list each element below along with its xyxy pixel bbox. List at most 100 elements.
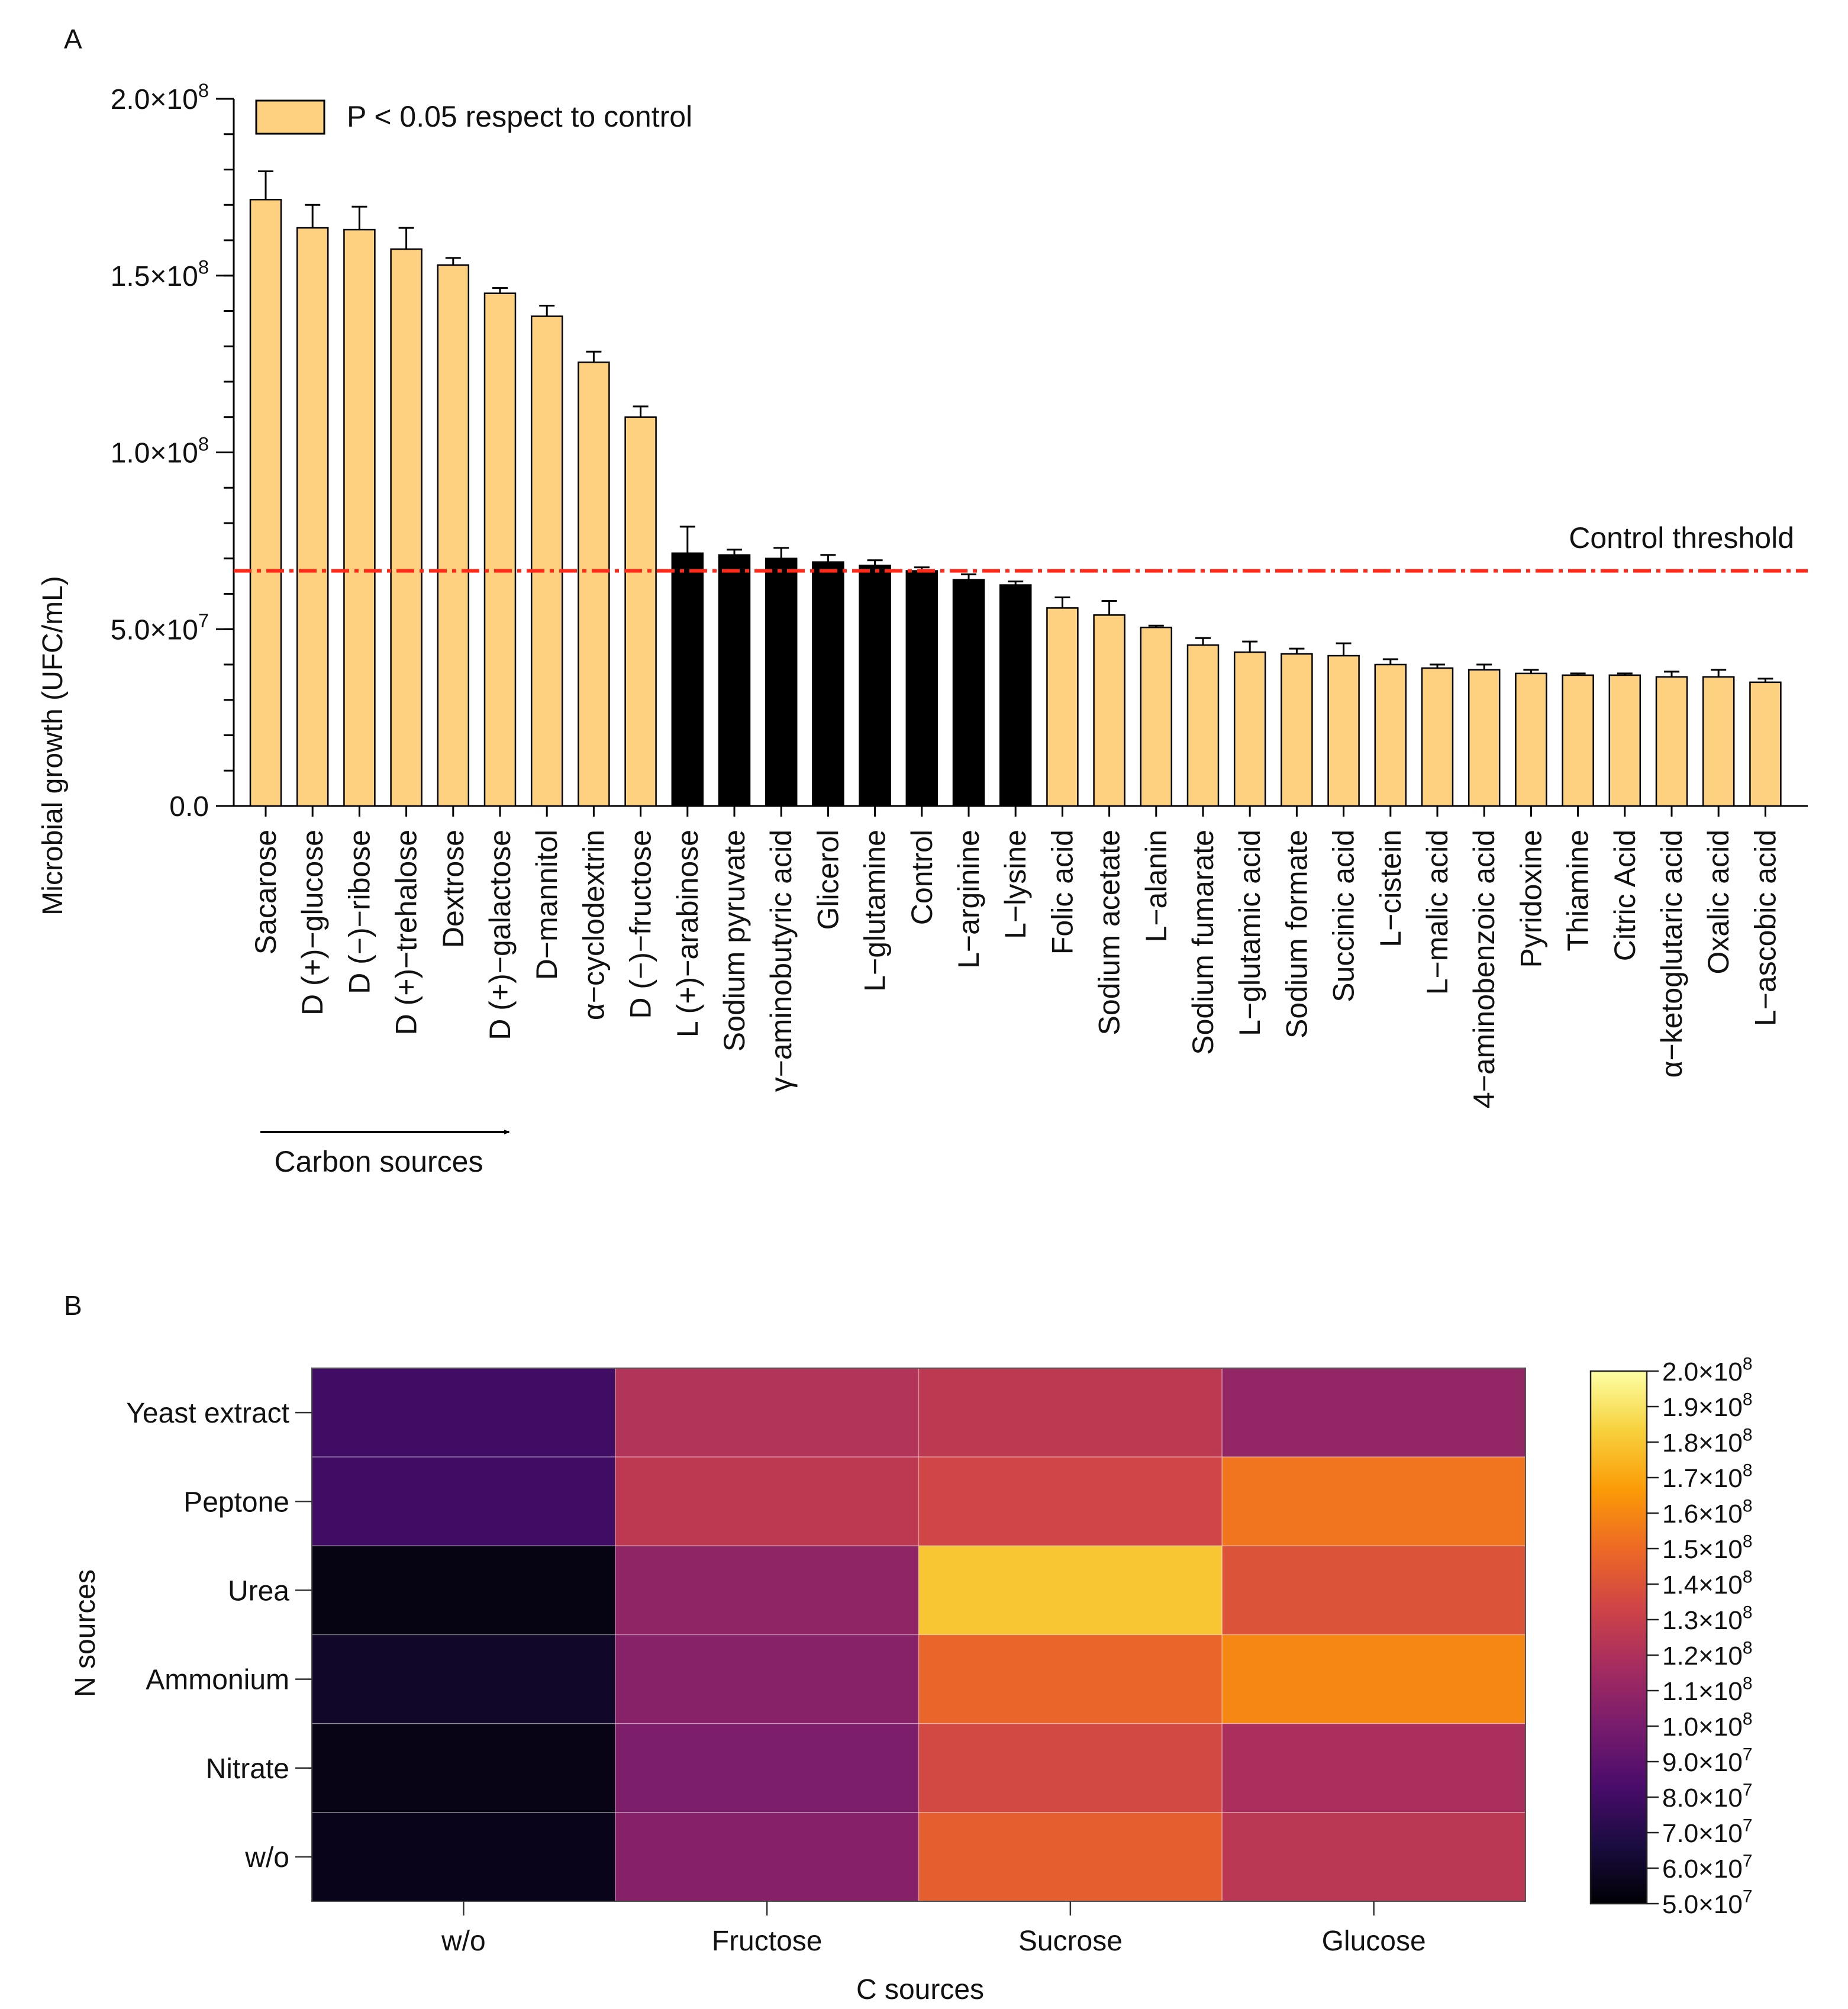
colorbar-tick-label: 1.4×108 xyxy=(1662,1568,1752,1600)
bar xyxy=(1233,651,1266,807)
heatmap-x-label: Sucrose xyxy=(1018,1926,1123,1957)
bar xyxy=(1749,681,1782,807)
x-tick-label: L−glutamic acid xyxy=(1233,830,1266,1036)
x-tick-label: D (+)−galactose xyxy=(483,830,517,1040)
x-tick-label: Sodium pyruvate xyxy=(718,830,751,1052)
colorbar-tick-label: 1.2×108 xyxy=(1662,1639,1752,1671)
x-tick-label: Citric Acid xyxy=(1608,830,1641,961)
x-tick-label: Glicerol xyxy=(811,830,844,930)
bar xyxy=(249,199,282,807)
legend-swatch xyxy=(255,99,325,135)
x-tick-label: Folic acid xyxy=(1046,830,1079,954)
colorbar-tick-label: 1.5×108 xyxy=(1662,1532,1752,1564)
x-tick-label: γ−aminobutyric acid xyxy=(765,830,798,1092)
threshold-label: Control threshold xyxy=(1569,521,1794,554)
y-tick-label: 1.0×108 xyxy=(111,433,209,469)
colorbar-gradient xyxy=(1589,1370,1648,1905)
x-tick-label: D−mannitol xyxy=(530,830,563,980)
x-tick-label: L (+)−arabinose xyxy=(671,830,704,1037)
bar xyxy=(1093,614,1125,807)
colorbar-tick-label: 9.0×107 xyxy=(1662,1745,1752,1777)
bar xyxy=(671,552,704,807)
colorbar-tick-label: 1.3×108 xyxy=(1662,1603,1752,1635)
bar xyxy=(1608,674,1641,807)
x-tick-label: Sodium fumarate xyxy=(1186,830,1220,1055)
heatmap-x-label: Fructose xyxy=(712,1926,823,1957)
bar xyxy=(812,561,844,807)
bar xyxy=(859,565,891,807)
heatmap-y-label: Urea xyxy=(228,1575,289,1607)
x-axis-labels: Sacarose D (+)−glucose D (−)−ribose D (+)−t… xyxy=(249,806,1782,1108)
y-tick-label: 2.0×108 xyxy=(111,79,209,115)
heatmap-y-label: Nitrate xyxy=(206,1753,289,1785)
heatmap-cell xyxy=(615,1368,920,1457)
x-tick-label: Oxalic acid xyxy=(1702,830,1735,975)
heatmap-y-label: Ammonium xyxy=(146,1665,289,1696)
bar xyxy=(1281,653,1313,807)
bar xyxy=(1374,663,1407,807)
x-tick-label: L−ascobic acid xyxy=(1749,830,1782,1026)
bar xyxy=(1468,669,1501,807)
x-tick-label: D (−)−fructose xyxy=(624,830,657,1019)
panel-a-label: A xyxy=(64,24,82,54)
x-tick-label: Dextrose xyxy=(437,830,470,948)
heatmap-x-label: w/o xyxy=(441,1926,486,1957)
bar xyxy=(952,579,985,807)
heatmap-y-label: Peptone xyxy=(183,1486,289,1518)
heatmap-cell xyxy=(615,1545,920,1636)
bar xyxy=(483,292,517,807)
heatmap-cell xyxy=(918,1634,1223,1724)
colorbar-tick-label: 8.0×107 xyxy=(1662,1781,1752,1813)
bar xyxy=(1655,676,1688,807)
x-tick-label: Control xyxy=(905,830,938,925)
bar xyxy=(765,557,798,807)
bar xyxy=(1046,607,1079,807)
heatmap-y-label: w/o xyxy=(244,1842,289,1873)
panel-b-label: B xyxy=(64,1290,82,1321)
bars xyxy=(234,170,1808,807)
bar xyxy=(1140,627,1173,807)
bar xyxy=(1515,672,1547,807)
heatmap-cell xyxy=(311,1545,616,1636)
bar xyxy=(1421,667,1454,807)
heatmap-y-label: Yeast extract xyxy=(126,1398,289,1429)
legend-label: P < 0.05 respect to control xyxy=(347,100,692,133)
x-tick-label: Sodium formate xyxy=(1280,830,1313,1039)
heatmap-cell xyxy=(1221,1368,1526,1457)
heatmap-cell xyxy=(615,1634,920,1724)
colorbar-tick-label: 1.8×108 xyxy=(1662,1426,1752,1457)
x-tick-label: L−lysine xyxy=(999,830,1032,939)
heatmap-cell xyxy=(615,1456,920,1547)
heatmap-cell xyxy=(918,1456,1223,1547)
colorbar-tick-label: 5.0×107 xyxy=(1662,1887,1752,1919)
bar xyxy=(578,361,610,807)
y-tick-label: 5.0×107 xyxy=(111,610,209,646)
colorbar-tick-label: 2.0×108 xyxy=(1662,1355,1752,1386)
heatmap-axes: Yeast extract Peptone Urea Ammonium Nitrate w… xyxy=(126,1398,1425,1957)
bar xyxy=(718,554,751,807)
colorbar-tick-label: 1.0×108 xyxy=(1662,1710,1752,1742)
heatmap-cell xyxy=(615,1812,920,1902)
colorbar-tick-label: 1.6×108 xyxy=(1662,1497,1752,1528)
x-tick-label: α−ketoglutaric acid xyxy=(1655,830,1688,1078)
x-tick-label: Sacarose xyxy=(249,830,282,954)
heatmap-x-title: C sources xyxy=(856,1974,984,2005)
x-tick-label: L−cistein xyxy=(1374,830,1407,947)
x-tick-label: α−cyclodextrin xyxy=(577,830,610,1020)
x-tick-label: 4−aminobenzoic acid xyxy=(1468,830,1501,1108)
bar xyxy=(1562,674,1594,807)
y-tick-label: 1.5×108 xyxy=(111,256,209,292)
colorbar: 2.0×108 1.9×108 1.8×108 1.7×108 1.6×108 1.5×1… xyxy=(1589,1355,1752,1919)
x-tick-label: Pyridoxine xyxy=(1514,830,1547,968)
bar xyxy=(624,416,657,807)
bar xyxy=(1702,676,1735,807)
heatmap-cell xyxy=(311,1456,616,1547)
bar xyxy=(999,584,1032,807)
heatmap-cell xyxy=(1221,1545,1526,1636)
heatmap-cell xyxy=(1221,1456,1526,1547)
heatmap-y-title: N sources xyxy=(70,1569,101,1697)
x-tick-label: D (−)−ribose xyxy=(343,830,376,994)
bar xyxy=(905,570,938,807)
colorbar-tick-label: 1.1×108 xyxy=(1662,1674,1752,1706)
